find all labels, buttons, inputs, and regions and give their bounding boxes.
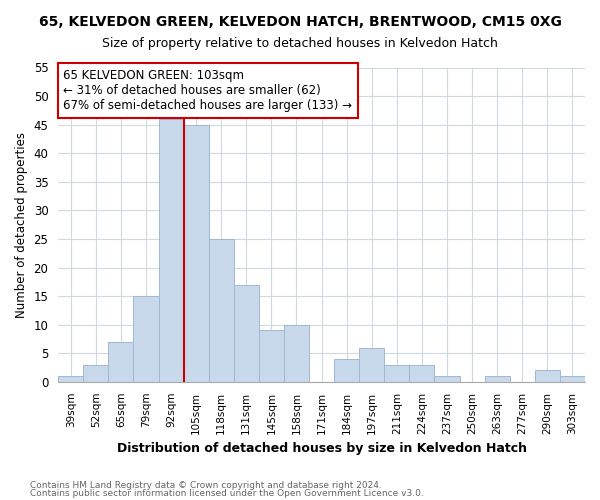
Bar	[434, 376, 460, 382]
Text: Contains public sector information licensed under the Open Government Licence v3: Contains public sector information licen…	[30, 489, 424, 498]
Text: Size of property relative to detached houses in Kelvedon Hatch: Size of property relative to detached ho…	[102, 38, 498, 51]
Bar	[384, 364, 409, 382]
X-axis label: Distribution of detached houses by size in Kelvedon Hatch: Distribution of detached houses by size …	[116, 442, 527, 455]
Bar	[83, 364, 109, 382]
Bar	[133, 296, 158, 382]
Bar	[284, 324, 309, 382]
Text: 65, KELVEDON GREEN, KELVEDON HATCH, BRENTWOOD, CM15 0XG: 65, KELVEDON GREEN, KELVEDON HATCH, BREN…	[38, 15, 562, 29]
Bar	[359, 348, 384, 382]
Bar	[409, 364, 434, 382]
Bar	[334, 359, 359, 382]
Bar	[184, 124, 209, 382]
Bar	[234, 284, 259, 382]
Bar	[485, 376, 510, 382]
Text: Contains HM Land Registry data © Crown copyright and database right 2024.: Contains HM Land Registry data © Crown c…	[30, 480, 382, 490]
Bar	[560, 376, 585, 382]
Bar	[158, 119, 184, 382]
Bar	[58, 376, 83, 382]
Text: 65 KELVEDON GREEN: 103sqm
← 31% of detached houses are smaller (62)
67% of semi-: 65 KELVEDON GREEN: 103sqm ← 31% of detac…	[64, 69, 352, 112]
Bar	[209, 239, 234, 382]
Bar	[535, 370, 560, 382]
Y-axis label: Number of detached properties: Number of detached properties	[15, 132, 28, 318]
Bar	[259, 330, 284, 382]
Bar	[109, 342, 133, 382]
